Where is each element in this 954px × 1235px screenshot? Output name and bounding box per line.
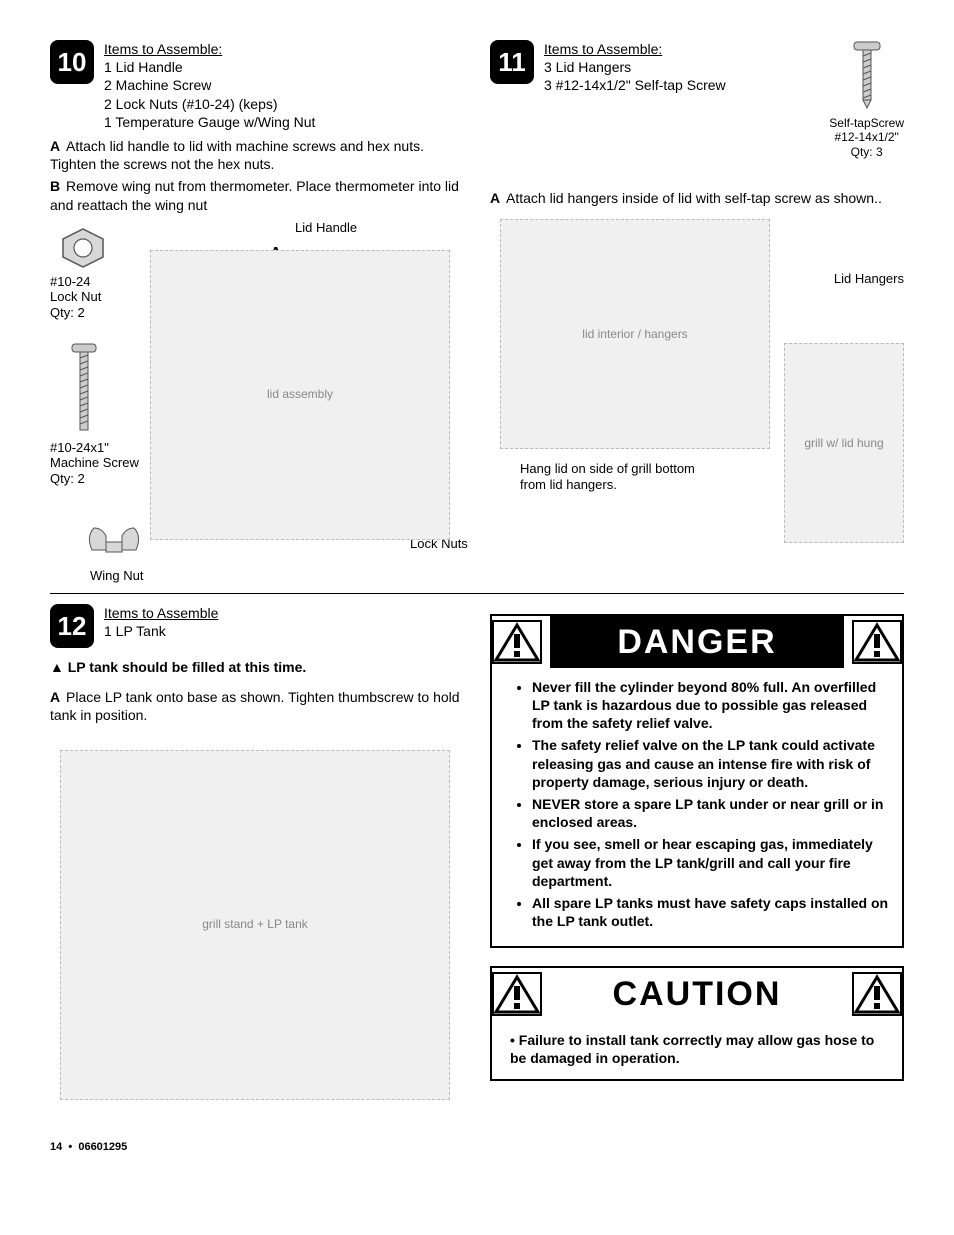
step-10-figure: Lid Handle A B Temperature Gauge #10-24 …: [50, 220, 470, 585]
label-machine-screw-hw: #10-24x1" Machine Screw Qty: 2: [50, 440, 150, 487]
step-11-header: 11 Items to Assemble: 3 Lid Hangers 3 #1…: [490, 40, 819, 95]
hex-nut-icon: [58, 226, 108, 270]
step-10-header: 10 Items to Assemble: 1 Lid Handle 2 Mac…: [50, 40, 470, 131]
label-lid-handle: Lid Handle: [295, 220, 357, 236]
wing-nut-icon: [84, 522, 144, 562]
instr-a-text: Attach lid hangers inside of lid with se…: [506, 190, 882, 206]
caution-title: CAUTION: [550, 968, 844, 1020]
danger-bullet: Never fill the cylinder beyond 80% full.…: [532, 678, 892, 733]
step-11-badge: 11: [490, 40, 534, 84]
step-11: 11 Items to Assemble: 3 Lid Hangers 3 #1…: [490, 40, 904, 585]
step-11-items: Items to Assemble: 3 Lid Hangers 3 #12-1…: [544, 40, 726, 95]
warning-icon: [852, 620, 902, 664]
danger-bullet: If you see, smell or hear escaping gas, …: [532, 835, 892, 890]
step-12: 12 Items to Assemble 1 LP Tank LP tank s…: [50, 604, 470, 1111]
steps-10-11-row: 10 Items to Assemble: 1 Lid Handle 2 Mac…: [50, 40, 904, 594]
danger-bullet: NEVER store a spare LP tank under or nea…: [532, 795, 892, 831]
page-footer: 14 • 06601295: [50, 1140, 904, 1154]
items-heading: Items to Assemble: [104, 604, 218, 622]
step-12-header: 12 Items to Assemble 1 LP Tank: [50, 604, 470, 648]
hw-name: Self-tapScrew: [829, 116, 904, 130]
danger-box: DANGER Never fill the cylinder beyond 80…: [490, 614, 904, 949]
danger-bullet: The safety relief valve on the LP tank c…: [532, 736, 892, 791]
step-11-instr-a: AAttach lid hangers inside of lid with s…: [490, 189, 904, 207]
step-10: 10 Items to Assemble: 1 Lid Handle 2 Mac…: [50, 40, 470, 585]
self-tap-screw-icon: [850, 40, 884, 110]
label-lid-hangers: Lid Hangers: [834, 271, 904, 287]
step-10-badge: 10: [50, 40, 94, 84]
grill-hang-illustration: grill w/ lid hung: [784, 343, 904, 543]
grill-lp-tank-illustration: grill stand + LP tank: [60, 750, 450, 1100]
item: 1 Lid Handle: [104, 58, 315, 76]
hw-spec: #12-14x1/2": [834, 130, 898, 144]
caution-box: CAUTION • Failure to install tank correc…: [490, 966, 904, 1081]
danger-list: Never fill the cylinder beyond 80% full.…: [502, 678, 892, 930]
alerts-column: DANGER Never fill the cylinder beyond 80…: [490, 604, 904, 1111]
machine-screw-icon: [68, 342, 100, 434]
footer-page: 14: [50, 1141, 62, 1153]
lid-hangers-illustration: lid interior / hangers: [500, 219, 770, 449]
warning-icon: [492, 972, 542, 1016]
step-10-items: Items to Assemble: 1 Lid Handle 2 Machin…: [104, 40, 315, 131]
warning-icon: [492, 620, 542, 664]
caution-text: • Failure to install tank correctly may …: [510, 1031, 892, 1067]
step-10-instr-a: AAttach lid handle to lid with machine s…: [50, 137, 470, 173]
item: 3 #12-14x1/2" Self-tap Screw: [544, 76, 726, 94]
instr-b-text: Remove wing nut from thermometer. Place …: [50, 178, 459, 212]
step-12-and-alerts-row: 12 Items to Assemble 1 LP Tank LP tank s…: [50, 604, 904, 1111]
label-wing-nut: Wing Nut: [90, 568, 143, 584]
items-heading: Items to Assemble:: [104, 40, 315, 58]
item: 1 Temperature Gauge w/Wing Nut: [104, 113, 315, 131]
item: 1 LP Tank: [104, 622, 218, 640]
item: 2 Machine Screw: [104, 76, 315, 94]
danger-bullet: All spare LP tanks must have safety caps…: [532, 894, 892, 930]
caution-header: CAUTION: [492, 968, 902, 1020]
step-10-instr-b: BRemove wing nut from thermometer. Place…: [50, 177, 470, 213]
step-12-figure: A grill stand + LP tank: [50, 730, 470, 1110]
footer-doc: 06601295: [78, 1141, 127, 1153]
label-lock-nut-hw: #10-24 Lock Nut Qty: 2: [50, 274, 120, 321]
fill-note: LP tank should be filled at this time.: [50, 658, 470, 676]
item: 3 Lid Hangers: [544, 58, 726, 76]
warning-icon: [852, 972, 902, 1016]
self-tap-screw-hardware: Self-tapScrew #12-14x1/2" Qty: 3: [829, 40, 904, 159]
danger-title: DANGER: [550, 616, 844, 668]
step-12-instr-a: APlace LP tank onto base as shown. Tight…: [50, 688, 470, 724]
label-hang-note: Hang lid on side of grill bottom from li…: [520, 461, 720, 492]
step-12-badge: 12: [50, 604, 94, 648]
items-heading: Items to Assemble:: [544, 40, 726, 58]
lid-assembly-illustration: lid assembly: [150, 250, 450, 540]
instr-a-text: Attach lid handle to lid with machine sc…: [50, 138, 424, 172]
hw-qty: Qty: 3: [851, 145, 883, 159]
step-11-figure: A Lid Hangers Hang lid on side of grill …: [490, 213, 904, 553]
danger-header: DANGER: [492, 616, 902, 668]
instr-a-text: Place LP tank onto base as shown. Tighte…: [50, 689, 460, 723]
step-12-items: Items to Assemble 1 LP Tank: [104, 604, 218, 648]
item: 2 Lock Nuts (#10-24) (keps): [104, 95, 315, 113]
